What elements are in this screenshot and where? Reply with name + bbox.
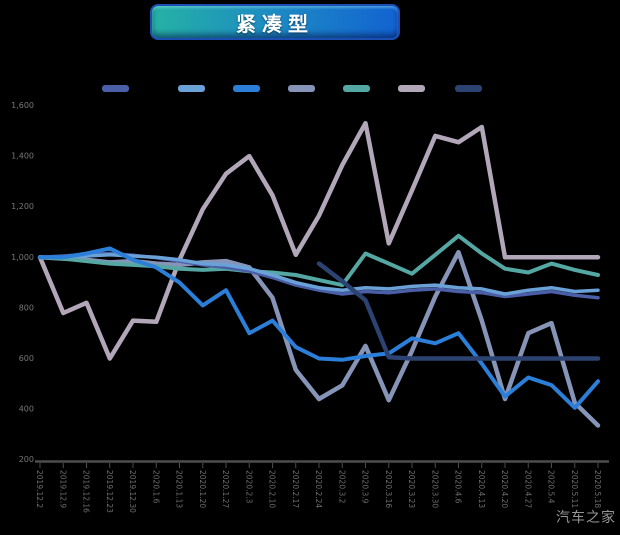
x-axis-label: 2020.1.13 bbox=[175, 470, 184, 508]
x-axis-label: 2020.3.2 bbox=[337, 470, 346, 504]
x-axis-label: 2019.12.9 bbox=[58, 470, 67, 508]
x-axis-label: 2020.3.30 bbox=[430, 470, 439, 508]
x-axis-label: 2020.4.27 bbox=[523, 470, 532, 508]
x-axis-label: 2020.3.16 bbox=[384, 470, 393, 508]
x-axis-label: 2019.12.16 bbox=[82, 470, 91, 513]
legend-swatch-6 bbox=[398, 85, 425, 92]
x-axis-label: 2020.4.13 bbox=[477, 470, 486, 508]
x-axis-label: 2020.1.6 bbox=[151, 470, 160, 504]
y-axis-label: 1,400 bbox=[11, 152, 34, 161]
x-axis-label: 2020.5.4 bbox=[547, 470, 556, 504]
legend-swatch-4 bbox=[288, 85, 315, 92]
legend-swatch-7 bbox=[455, 85, 482, 92]
x-axis-label: 2020.1.27 bbox=[221, 470, 230, 508]
teal-line bbox=[38, 233, 600, 288]
y-axis-label: 800 bbox=[19, 303, 34, 312]
legend-swatch-3 bbox=[233, 85, 260, 92]
y-axis-label: 600 bbox=[19, 354, 34, 363]
navy-line bbox=[316, 261, 601, 361]
segment-title-label: 紧凑型 bbox=[236, 11, 314, 36]
legend-swatch-5 bbox=[343, 85, 370, 92]
y-axis-label: 1,200 bbox=[11, 202, 34, 211]
legend-swatch-2 bbox=[178, 85, 205, 92]
x-axis-label: 2020.2.3 bbox=[244, 470, 253, 504]
mauve-line bbox=[37, 120, 601, 361]
x-axis-label: 2020.2.17 bbox=[291, 470, 300, 508]
y-axis-label: 200 bbox=[19, 455, 34, 464]
x-axis-label: 2019.12.23 bbox=[105, 470, 114, 513]
chart-legend bbox=[0, 0, 620, 100]
light-blue-line bbox=[38, 253, 600, 296]
bright-blue-line bbox=[38, 246, 600, 410]
x-axis-label: 2020.5.18 bbox=[593, 470, 602, 508]
y-axis-label: 1,000 bbox=[11, 253, 34, 262]
segment-title-badge: 紧凑型 bbox=[150, 4, 400, 40]
y-axis-label: 1,600 bbox=[11, 101, 34, 110]
x-axis-label: 2019.12.2 bbox=[35, 470, 44, 508]
x-axis-label: 2020.2.24 bbox=[314, 470, 323, 508]
autohome-watermark: 汽车之家 bbox=[556, 510, 616, 526]
x-axis-label: 2020.4.6 bbox=[454, 470, 463, 504]
x-axis-label: 2020.3.23 bbox=[407, 470, 416, 508]
legend-swatch-1 bbox=[102, 85, 129, 92]
x-axis-label: 2020.3.9 bbox=[361, 470, 370, 504]
x-axis-label: 2020.4.20 bbox=[500, 470, 509, 508]
x-axis-label: 2020.2.10 bbox=[268, 470, 277, 508]
x-axis-label: 2020.1.20 bbox=[198, 470, 207, 508]
x-axis-label: 2019.12.30 bbox=[128, 470, 137, 513]
x-axis-label: 2020.5.11 bbox=[570, 470, 579, 508]
y-axis-label: 400 bbox=[19, 405, 34, 414]
